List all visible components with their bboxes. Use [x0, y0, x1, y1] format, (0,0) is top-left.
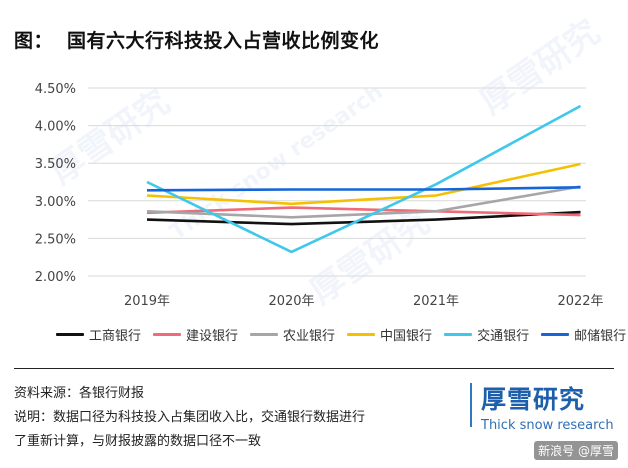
source-note: 资料来源：各银行财报: [14, 386, 145, 401]
legend-swatch: [153, 332, 182, 336]
legend-item: 邮储银行: [541, 325, 626, 344]
description-line-1: 说明：数据口径为科技投入占集团收入比，交通银行数据进行: [14, 410, 366, 425]
notes: 资料来源：各银行财报 说明：数据口径为科技投入占集团收入比，交通银行数据进行 了…: [14, 382, 454, 454]
title-label: 图：: [14, 30, 54, 52]
legend-label: 农业银行: [283, 328, 336, 344]
legend-item: 工商银行: [56, 325, 141, 344]
series-line-建设银行: [146, 206, 581, 217]
brand-name-cn: 厚雪研究: [481, 385, 586, 414]
y-tick-label: 4.00%: [35, 120, 76, 135]
series-lines: [146, 104, 582, 254]
legend-label: 工商银行: [89, 328, 142, 344]
legend-item: 中国银行: [347, 325, 432, 344]
y-tick-label: 2.00%: [35, 270, 76, 285]
x-tick-label: 2020年: [268, 294, 314, 309]
series-line-中国银行: [146, 162, 581, 206]
y-tick-label: 2.50%: [35, 232, 76, 247]
brand-logo: 厚雪研究 Thick snow research: [481, 380, 614, 433]
legend-swatch: [444, 332, 473, 336]
grid-lines: [88, 87, 586, 277]
description-line-2: 了重新计算，与财报披露的数据口径不一致: [14, 434, 262, 449]
x-tick-label: 2022年: [557, 294, 603, 309]
series-line-农业银行: [146, 185, 581, 219]
title-text: 国有六大行科技投入占营收比例变化: [67, 30, 380, 52]
line-chart: 4.50% 4.00% 3.50% 3.00% 2.50% 2.00% 2019年 2020…: [35, 82, 604, 309]
legend-label: 建设银行: [186, 328, 239, 344]
legend-item: 交通银行: [444, 325, 529, 344]
y-tick-label: 4.50%: [35, 82, 76, 97]
brand-divider: [470, 383, 472, 427]
series-line-交通银行: [146, 104, 582, 254]
series-line-工商银行: [146, 210, 581, 226]
brand-name-en: Thick snow research: [481, 418, 614, 433]
y-axis: 4.50% 4.00% 3.50% 3.00% 2.50% 2.00%: [35, 82, 76, 285]
y-tick-label: 3.00%: [35, 195, 76, 210]
legend-swatch: [541, 332, 570, 336]
x-tick-label: 2021年: [413, 294, 459, 309]
y-tick-label: 3.50%: [35, 157, 76, 172]
source-tag: 新浪号 @厚雪: [534, 441, 618, 460]
x-tick-label: 2019年: [124, 294, 170, 309]
chart-title: 图： 国有六大行科技投入占营收比例变化: [14, 26, 379, 53]
legend-label: 中国银行: [380, 328, 433, 344]
legend-swatch: [56, 332, 84, 336]
legend: 工商银行 建设银行 农业银行 中国银行 交通银行 邮储银行: [56, 322, 626, 346]
series-line-邮储银行: [146, 186, 581, 192]
legend-swatch: [250, 332, 279, 336]
x-axis: 2019年 2020年 2021年 2022年: [124, 294, 604, 309]
divider: [14, 368, 614, 369]
legend-swatch: [347, 332, 376, 336]
legend-label: 交通银行: [477, 328, 530, 344]
legend-item: 农业银行: [250, 325, 335, 344]
legend-item: 建设银行: [153, 325, 238, 344]
legend-label: 邮储银行: [574, 328, 627, 344]
